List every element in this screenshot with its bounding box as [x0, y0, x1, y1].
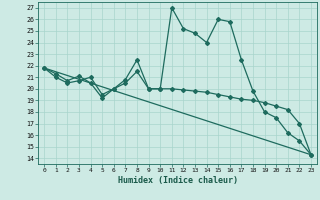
X-axis label: Humidex (Indice chaleur): Humidex (Indice chaleur): [118, 176, 238, 185]
